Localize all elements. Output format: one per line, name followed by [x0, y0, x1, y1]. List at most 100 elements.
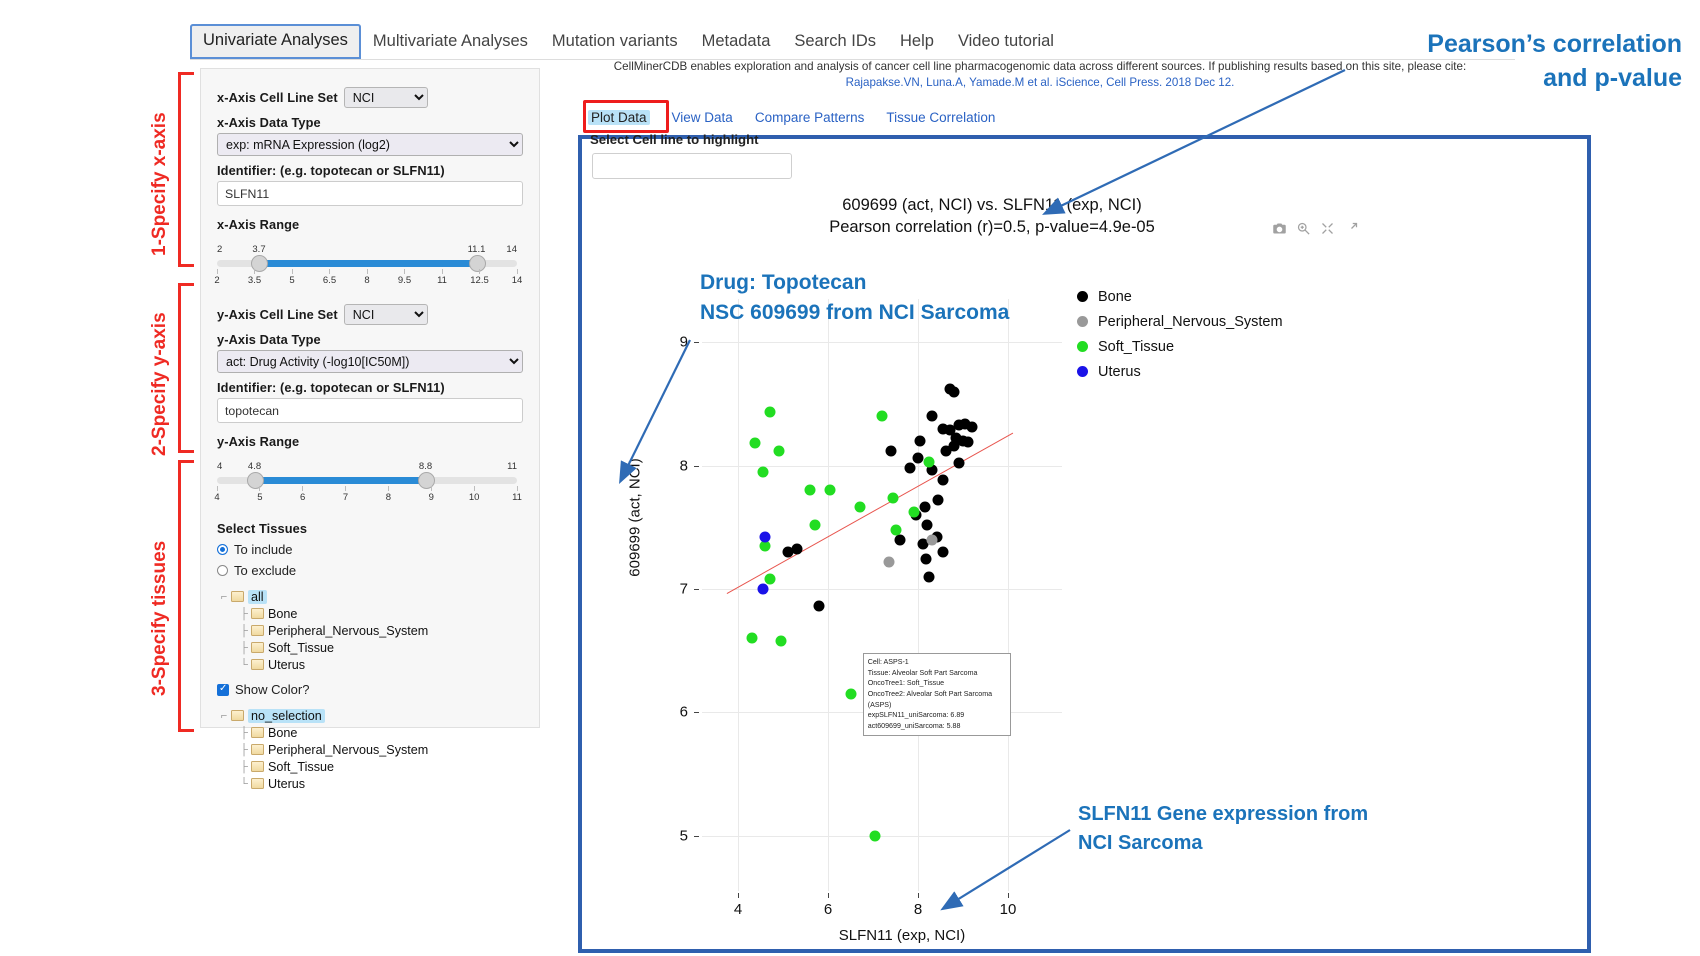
- scatter-point[interactable]: [937, 546, 949, 558]
- tab-metadata[interactable]: Metadata: [701, 32, 771, 51]
- tree-item-bone[interactable]: ├ Bone: [217, 605, 523, 622]
- zoom-in-icon[interactable]: [1296, 221, 1311, 236]
- scatter-point[interactable]: [746, 632, 757, 644]
- scatter-point[interactable]: [809, 519, 820, 531]
- tree-item-peripheral-nervous-system[interactable]: ├ Peripheral_Nervous_System: [217, 622, 523, 639]
- tab-univariate-analyses[interactable]: Univariate Analyses: [190, 24, 361, 59]
- scatter-point[interactable]: [926, 534, 937, 545]
- scatter-point[interactable]: [959, 418, 971, 430]
- tab-mutation-variants[interactable]: Mutation variants: [551, 32, 678, 51]
- scatter-point[interactable]: [953, 457, 964, 469]
- site-citation[interactable]: Rajapakse.VN, Luna.A, Yamade.M et al. iS…: [845, 76, 1235, 89]
- subtab-plot-data[interactable]: Plot Data: [588, 110, 650, 125]
- scatter-point[interactable]: [926, 464, 938, 476]
- tab-search-ids[interactable]: Search IDs: [794, 32, 876, 51]
- scatter-point[interactable]: [845, 688, 856, 700]
- tree-root-all[interactable]: ⌐ all: [217, 588, 523, 605]
- scatter-point[interactable]: [773, 445, 784, 457]
- scatter-point[interactable]: [757, 466, 769, 478]
- tree-expander-icon[interactable]: ⌐: [220, 590, 228, 603]
- x-slider-low-handle[interactable]: [251, 255, 268, 272]
- camera-icon[interactable]: [1272, 221, 1287, 236]
- show-color-checkbox-row[interactable]: Show Color?: [217, 682, 523, 697]
- scatter-point[interactable]: [940, 445, 952, 457]
- legend-item-soft-tissue[interactable]: Soft_Tissue: [1077, 334, 1283, 359]
- tree-item-soft-tissue[interactable]: ├ Soft_Tissue: [217, 639, 523, 656]
- y-axis-identifier-input[interactable]: [217, 398, 523, 423]
- scatter-point[interactable]: [883, 556, 895, 568]
- tree2-item-bone[interactable]: ├ Bone: [217, 724, 523, 741]
- tree2-item-uterus[interactable]: └ Uterus: [217, 775, 523, 792]
- scatter-point[interactable]: [953, 419, 965, 431]
- scatter-point[interactable]: [749, 437, 761, 449]
- tree-item-uterus[interactable]: └ Uterus: [217, 656, 523, 673]
- scatter-point[interactable]: [948, 386, 960, 397]
- x-axis-cell-line-set-select[interactable]: NCI: [343, 87, 428, 108]
- subtab-view-data[interactable]: View Data: [671, 110, 733, 125]
- legend-item-peripheral-nervous-system[interactable]: Peripheral_Nervous_System: [1077, 309, 1283, 334]
- scatter-point[interactable]: [759, 531, 771, 543]
- radio-to-exclude[interactable]: To exclude: [217, 563, 523, 578]
- scatter-point[interactable]: [962, 436, 974, 448]
- scatter-point[interactable]: [931, 531, 943, 543]
- scatter-point[interactable]: [923, 456, 935, 468]
- subtab-tissue-correlation[interactable]: Tissue Correlation: [886, 110, 996, 125]
- scatter-point[interactable]: [894, 534, 906, 545]
- scatter-point[interactable]: [937, 423, 949, 434]
- scatter-point[interactable]: [764, 573, 776, 585]
- y-slider-high-handle[interactable]: [417, 472, 435, 489]
- y-axis-cell-line-set-select[interactable]: NCI: [343, 304, 428, 325]
- tab-help[interactable]: Help: [900, 32, 934, 51]
- tree2-item-peripheral-nervous-system[interactable]: ├ Peripheral_Nervous_System: [217, 741, 523, 758]
- scatter-point[interactable]: [908, 506, 919, 518]
- legend-item-uterus[interactable]: Uterus: [1077, 359, 1283, 384]
- x-slider-high-handle[interactable]: [468, 255, 486, 272]
- scatter-point[interactable]: [869, 830, 881, 841]
- scatter-point[interactable]: [932, 494, 944, 506]
- scatter-point[interactable]: [887, 492, 899, 504]
- scatter-point[interactable]: [950, 432, 962, 444]
- y-slider-low-handle[interactable]: [246, 472, 264, 489]
- scatter-point[interactable]: [775, 635, 787, 647]
- autoscale-icon[interactable]: [1344, 221, 1359, 236]
- scatter-point[interactable]: [919, 501, 931, 513]
- scatter-point[interactable]: [757, 583, 769, 595]
- subtab-compare-patterns[interactable]: Compare Patterns: [754, 110, 865, 125]
- tree2-item-soft-tissue[interactable]: ├ Soft_Tissue: [217, 758, 523, 775]
- scatter-point[interactable]: [854, 501, 865, 513]
- scatter-point[interactable]: [759, 540, 771, 552]
- x-axis-range-slider[interactable]: 2 14 3.7 11.1 2 3.5 5 6.5 8 9.5 11 12.5 14: [214, 242, 522, 288]
- scatter-point[interactable]: [764, 406, 776, 418]
- scatter-point[interactable]: [904, 462, 916, 474]
- scatter-point[interactable]: [791, 543, 802, 555]
- scatter-point[interactable]: [937, 474, 949, 486]
- scatter-point[interactable]: [876, 410, 888, 422]
- scatter-point[interactable]: [920, 553, 932, 565]
- tab-multivariate-analyses[interactable]: Multivariate Analyses: [372, 32, 528, 51]
- legend-item-bone[interactable]: Bone: [1077, 284, 1283, 309]
- scatter-point[interactable]: [944, 424, 956, 436]
- scatter-point[interactable]: [948, 440, 960, 452]
- scatter-point[interactable]: [912, 452, 924, 464]
- scatter-point[interactable]: [914, 435, 926, 447]
- scatter-point[interactable]: [923, 571, 935, 582]
- tree-expander-icon[interactable]: ⌐: [220, 709, 228, 722]
- tab-video-tutorial[interactable]: Video tutorial: [957, 32, 1054, 51]
- tree-root-no-selection[interactable]: ⌐ no_selection: [217, 707, 523, 724]
- y-axis-range-slider[interactable]: 4 11 4.8 8.8 4 5 6 7 8 9 10 11: [214, 459, 522, 505]
- scatter-point[interactable]: [917, 538, 928, 550]
- x-axis-data-type-select[interactable]: exp: mRNA Expression (log2): [217, 133, 523, 156]
- scatter-point[interactable]: [966, 421, 978, 433]
- scatter-point[interactable]: [890, 524, 901, 536]
- scatter-point[interactable]: [921, 519, 933, 531]
- scatter-point[interactable]: [782, 546, 793, 558]
- x-axis-identifier-input[interactable]: [217, 181, 523, 206]
- scatter-point[interactable]: [813, 600, 825, 612]
- pan-icon[interactable]: [1320, 221, 1335, 236]
- y-axis-data-type-select[interactable]: act: Drug Activity (-log10[IC50M]): [217, 350, 523, 373]
- highlight-cell-line-input[interactable]: [592, 153, 792, 179]
- scatter-point[interactable]: [824, 484, 836, 496]
- radio-to-include[interactable]: To include: [217, 542, 523, 557]
- scatter-point[interactable]: [885, 445, 897, 457]
- scatter-point[interactable]: [804, 484, 816, 496]
